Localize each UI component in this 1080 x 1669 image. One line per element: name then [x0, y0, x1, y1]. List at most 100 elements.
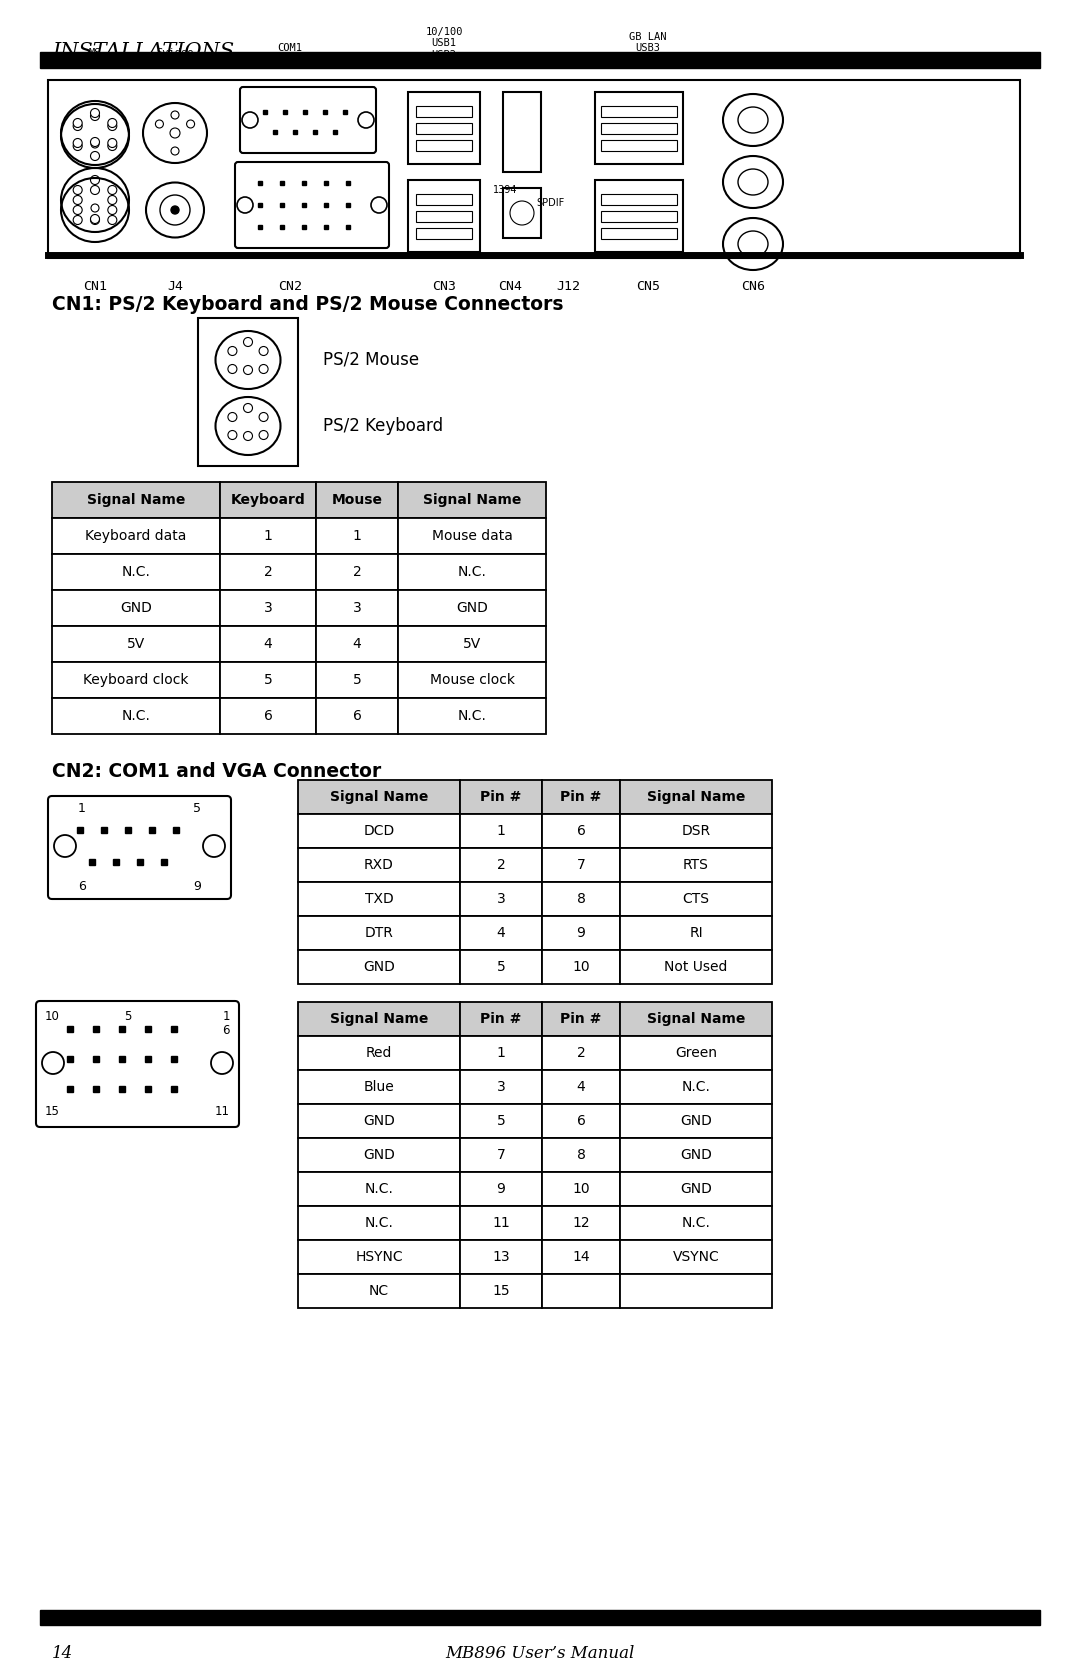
Text: 7: 7 — [497, 1148, 505, 1162]
Text: 6: 6 — [264, 709, 272, 723]
Bar — [542, 1001, 620, 1036]
Bar — [416, 107, 472, 117]
Bar — [503, 189, 541, 239]
Text: N.C.: N.C. — [365, 1182, 393, 1197]
Bar — [620, 814, 772, 848]
Bar — [399, 554, 546, 591]
Bar — [416, 124, 472, 134]
Circle shape — [108, 139, 117, 147]
Bar — [542, 814, 620, 848]
Bar — [52, 626, 220, 663]
Bar — [298, 1138, 460, 1172]
Circle shape — [259, 412, 268, 422]
Bar — [542, 1138, 620, 1172]
Bar — [298, 1036, 460, 1070]
Text: 1: 1 — [497, 824, 505, 838]
Bar — [298, 814, 460, 848]
Bar — [460, 814, 542, 848]
Text: 1: 1 — [264, 529, 272, 542]
Bar — [298, 779, 460, 814]
Bar — [316, 698, 399, 734]
Bar — [600, 107, 677, 117]
Bar — [542, 1070, 620, 1103]
Text: 1: 1 — [78, 801, 86, 814]
Text: Keyboard: Keyboard — [231, 492, 306, 507]
Bar — [298, 1172, 460, 1207]
Bar — [52, 554, 220, 591]
Bar — [595, 180, 683, 252]
Text: RI: RI — [689, 926, 703, 940]
Bar — [542, 1240, 620, 1273]
Bar — [52, 517, 220, 554]
Bar — [460, 1207, 542, 1240]
Text: CTS: CTS — [683, 891, 710, 906]
Text: 8: 8 — [577, 1148, 585, 1162]
Text: Pin #: Pin # — [481, 789, 522, 804]
Bar — [460, 1138, 542, 1172]
Text: MS
KB: MS KB — [89, 48, 102, 70]
Bar — [620, 881, 772, 916]
Text: Signal Name: Signal Name — [647, 789, 745, 804]
Circle shape — [357, 112, 374, 129]
Text: Red: Red — [366, 1046, 392, 1060]
Text: CN1: PS/2 Keyboard and PS/2 Mouse Connectors: CN1: PS/2 Keyboard and PS/2 Mouse Connec… — [52, 295, 564, 314]
Bar — [316, 663, 399, 698]
Text: N.C.: N.C. — [365, 1217, 393, 1230]
Bar — [298, 1070, 460, 1103]
Bar — [220, 517, 316, 554]
Text: CN2: CN2 — [278, 280, 302, 294]
Circle shape — [156, 120, 163, 129]
Bar — [620, 1172, 772, 1207]
Text: DCD: DCD — [363, 824, 394, 838]
Text: CN3: CN3 — [432, 280, 456, 294]
Text: Not Used: Not Used — [664, 960, 728, 975]
Circle shape — [160, 195, 190, 225]
Bar — [460, 916, 542, 950]
Circle shape — [243, 366, 253, 374]
Text: CN1: CN1 — [83, 280, 107, 294]
Circle shape — [243, 432, 253, 441]
Bar — [595, 92, 683, 164]
Text: 6: 6 — [577, 1113, 585, 1128]
Text: GND: GND — [680, 1148, 712, 1162]
Bar — [620, 1273, 772, 1308]
Bar — [408, 92, 480, 164]
Bar — [40, 1611, 1040, 1626]
Text: RXD: RXD — [364, 858, 394, 871]
Text: 10: 10 — [45, 1010, 59, 1023]
Text: GND: GND — [363, 1113, 395, 1128]
Text: 5V: 5V — [463, 638, 481, 651]
Bar — [316, 591, 399, 626]
Text: J4: J4 — [167, 280, 183, 294]
Text: Signal Name: Signal Name — [647, 1011, 745, 1026]
Bar — [542, 1103, 620, 1138]
Circle shape — [228, 412, 237, 422]
Bar — [460, 1103, 542, 1138]
Bar — [316, 517, 399, 554]
Circle shape — [91, 108, 99, 117]
Text: 8: 8 — [577, 891, 585, 906]
Text: N.C.: N.C. — [458, 709, 486, 723]
Circle shape — [243, 404, 253, 412]
Bar — [316, 626, 399, 663]
Bar — [399, 698, 546, 734]
Text: 14: 14 — [52, 1646, 73, 1662]
Text: 11: 11 — [492, 1217, 510, 1230]
Circle shape — [259, 364, 268, 374]
Text: HSYNC: HSYNC — [355, 1250, 403, 1263]
Text: 1: 1 — [497, 1046, 505, 1060]
Text: 15: 15 — [492, 1283, 510, 1298]
Text: 5: 5 — [124, 1010, 131, 1023]
Circle shape — [91, 215, 99, 224]
Bar — [542, 1273, 620, 1308]
Bar — [198, 319, 298, 466]
Bar — [416, 229, 472, 239]
Circle shape — [187, 120, 194, 129]
Bar — [298, 848, 460, 881]
Text: 15: 15 — [45, 1105, 59, 1118]
Bar — [542, 1207, 620, 1240]
Text: Keyboard data: Keyboard data — [85, 529, 187, 542]
Bar — [460, 1273, 542, 1308]
Text: Mouse: Mouse — [332, 492, 382, 507]
Text: 11: 11 — [215, 1105, 230, 1118]
